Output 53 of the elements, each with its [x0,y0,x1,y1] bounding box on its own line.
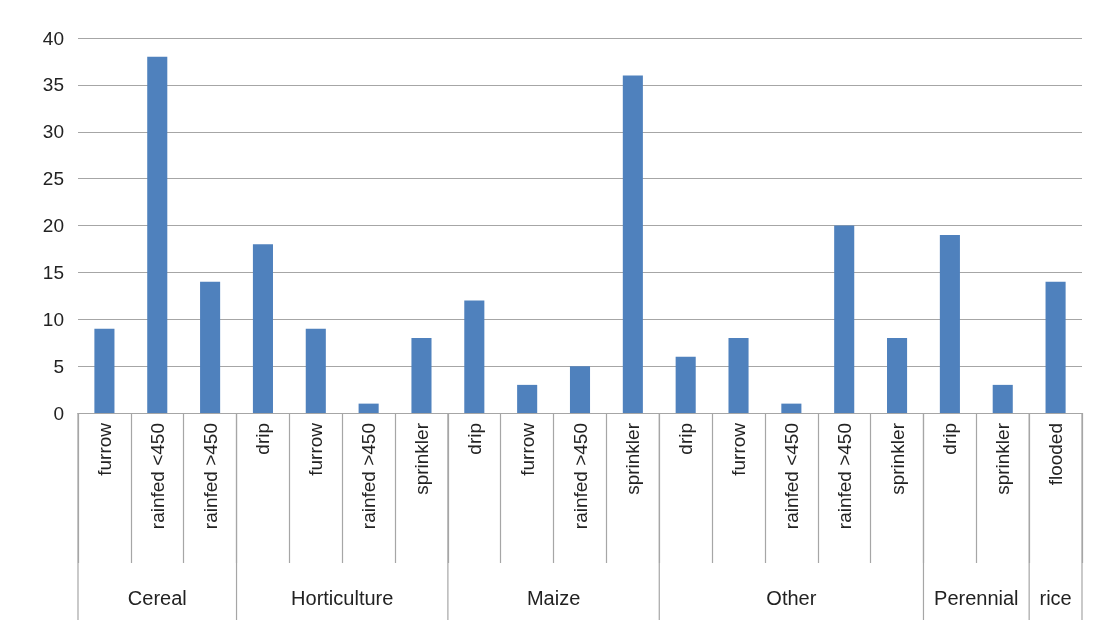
y-tick-label: 5 [53,355,64,377]
text: Other [766,587,817,609]
x-tick-label: sprinkler [992,422,1014,495]
x-tick-label: furrow [516,422,538,476]
x-tick-label: sprinkler [886,422,908,495]
bar [94,328,115,413]
text: Maize [526,587,581,609]
text: Cereal [127,587,187,609]
x-tick-label: furrow [93,422,115,476]
bar [411,338,432,413]
x-tick-label: flooded [1045,423,1067,486]
text: Perennial [934,587,1019,609]
x-tick-label: rainfed >450 [569,423,591,530]
x-tick-label: drip [252,423,274,455]
bar [358,403,379,413]
bar [305,328,326,413]
x-tick-label: drip [939,423,961,455]
y-tick-label: 10 [42,308,64,330]
x-tick-label: rainfed >450 [833,423,855,530]
bar [147,56,168,413]
bar [464,300,485,413]
y-tick-label: 0 [53,402,64,424]
bar [622,75,643,413]
x-tick-label: furrow [728,422,750,476]
bar [200,281,221,413]
x-tick-label: sprinkler [622,422,644,495]
x-tick-label: furrow [305,422,327,476]
y-tick-label: 40 [42,27,64,49]
x-tick-label: sprinkler [410,422,432,495]
text: rice [1039,587,1072,609]
bar [781,403,802,413]
bar [992,384,1013,413]
bar [252,244,273,413]
bar [834,225,855,413]
bar [887,338,908,413]
y-tick-label: 35 [42,74,64,96]
y-tick-label: 20 [42,215,64,236]
x-tick-label: rainfed <450 [780,423,802,530]
x-tick-label: drip [675,423,697,455]
x-tick-label: rainfed >450 [199,423,221,530]
bar [675,356,696,413]
x-tick-label: drip [463,423,485,455]
bar [569,366,591,413]
x-tick-label: rainfed <450 [146,423,168,530]
bar [517,384,538,413]
bar [1045,281,1066,413]
y-tick-label: 30 [42,121,64,143]
y-tick-label: 15 [42,261,64,283]
bar [728,338,749,413]
y-tick-label: 25 [42,168,64,190]
text: Horticulture [291,587,394,609]
bar [939,234,960,413]
x-tick-label: rainfed >450 [358,423,380,530]
